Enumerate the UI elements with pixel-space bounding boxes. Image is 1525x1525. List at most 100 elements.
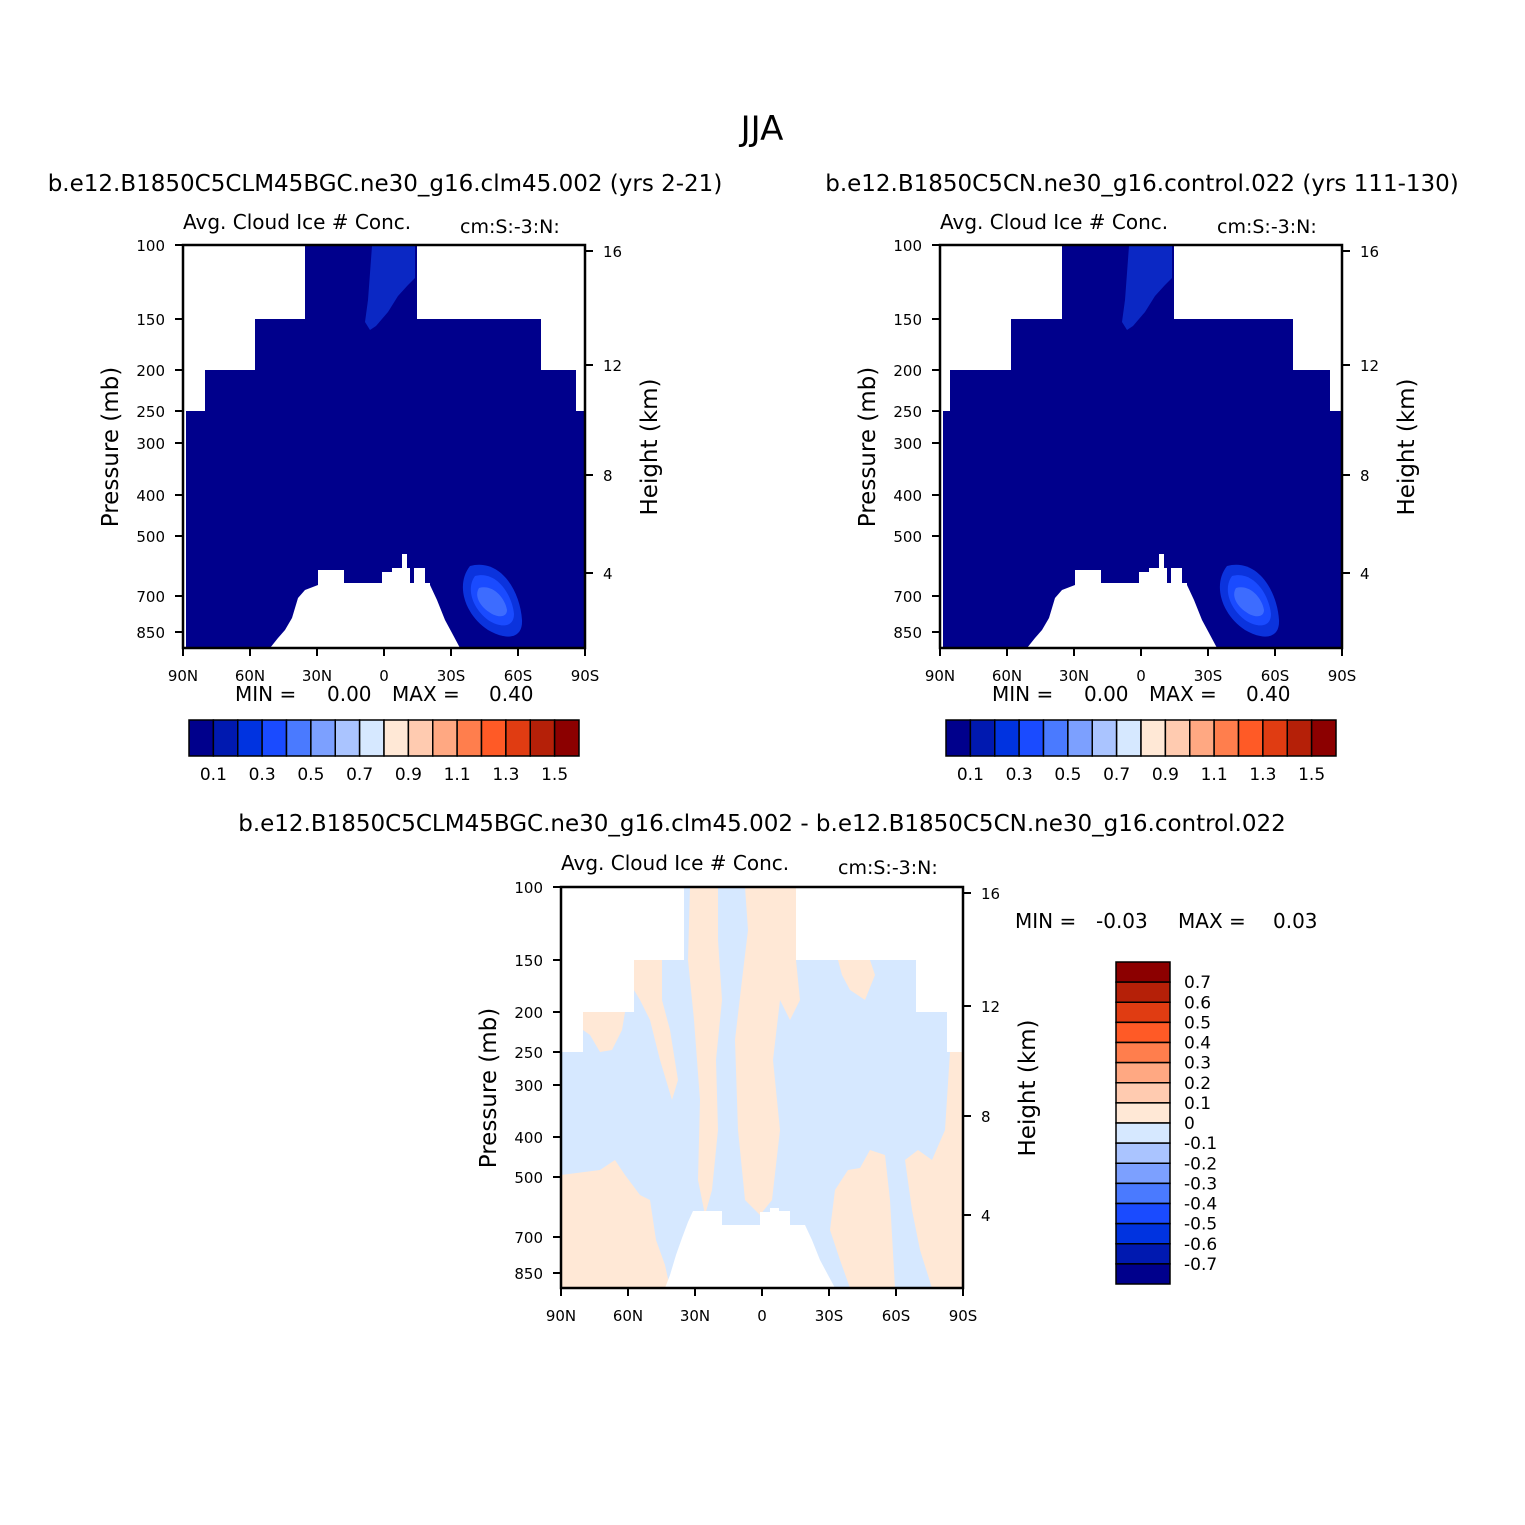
colorbar-label: 0.4 [1184, 1034, 1211, 1054]
plot-units: cm:S:-3:N: [838, 857, 938, 879]
y-tick-label: 150 [136, 311, 165, 329]
y-tick-label: 250 [893, 403, 922, 421]
y-tick-label: 850 [893, 624, 922, 642]
x-tick-label: 30N [680, 1307, 710, 1325]
max-value: 0.03 [1273, 909, 1318, 933]
colorbar-swatch [505, 719, 531, 757]
pos-patch [838, 960, 875, 1000]
y-tick-label: 200 [136, 362, 165, 380]
panel-right: b.e12.B1850C5CN.ne30_g16.control.022 (yr… [825, 171, 1459, 785]
y-tick-label: 300 [514, 1077, 543, 1095]
field-base [186, 245, 585, 648]
colorbar-swatch [1115, 1142, 1171, 1164]
y-tick-label: 250 [136, 403, 165, 421]
y2-tick-label: 16 [603, 243, 622, 261]
colorbar-swatch [1115, 1243, 1171, 1265]
y-tick-label: 100 [136, 237, 165, 255]
y-axis-right: 16 12 8 4 Height (km) [963, 885, 1041, 1225]
colorbar-swatch [1115, 961, 1171, 983]
plot-title: Avg. Cloud Ice # Conc. [183, 210, 411, 234]
colorbar-swatch [969, 719, 996, 757]
x-tick-label: 60S [1261, 667, 1290, 685]
min-value: -0.03 [1096, 909, 1148, 933]
colorbar-label: 1.5 [1298, 765, 1325, 785]
case-label: b.e12.B1850C5CN.ne30_g16.control.022 (yr… [825, 171, 1459, 197]
colorbar-label: -0.6 [1184, 1235, 1217, 1255]
colorbar-swatch [432, 719, 458, 757]
plot-area [559, 885, 965, 1290]
y-axis-label: Pressure (mb) [855, 367, 881, 527]
y2-axis-label: Height (km) [1015, 1019, 1041, 1156]
x-axis: 90N 60N 30N 0 30S 60S 90S [168, 648, 599, 685]
x-tick-label: 0 [757, 1307, 767, 1325]
colorbar-swatch [1115, 719, 1142, 757]
x-tick-label: 30S [437, 667, 466, 685]
colorbar-label: -0.4 [1184, 1195, 1217, 1215]
colorbar-label: 1.1 [444, 765, 471, 785]
x-tick-label: 90N [546, 1307, 576, 1325]
y-tick-label: 150 [893, 311, 922, 329]
plot-title: Avg. Cloud Ice # Conc. [940, 210, 1168, 234]
field-upper-plume [365, 246, 415, 330]
y-tick-label: 700 [893, 588, 922, 606]
colorbar-label: 0.9 [395, 765, 422, 785]
figure-title: JJA [739, 109, 784, 149]
min-label: MIN = [1015, 909, 1076, 933]
colorbar-swatch [480, 719, 507, 757]
colorbar-swatch [1262, 719, 1288, 757]
plot-area [938, 243, 1344, 650]
colorbar-label: 0.3 [249, 765, 276, 785]
x-tick-label: 90N [925, 667, 955, 685]
y2-axis-label: Height (km) [637, 378, 663, 515]
colorbar-label: -0.1 [1184, 1134, 1217, 1154]
y2-tick-label: 8 [981, 1108, 991, 1126]
plot-title: Avg. Cloud Ice # Conc. [561, 851, 789, 875]
colorbar-swatch [1213, 719, 1240, 757]
max-value: 0.40 [489, 682, 534, 706]
colorbar-label: 0.7 [1184, 973, 1211, 993]
colorbar-swatch [456, 719, 483, 757]
x-tick-label: 60N [992, 667, 1022, 685]
y-tick-label: 700 [514, 1229, 543, 1247]
y-axis-left: 100 150 200 250 300 400 500 700 850 Pres… [98, 237, 183, 642]
y-axis-label: Pressure (mb) [98, 367, 124, 527]
max-label: MAX = [1149, 682, 1217, 706]
y-tick-label: 850 [514, 1265, 543, 1283]
x-tick-label: 60S [504, 667, 533, 685]
blob-inner [477, 587, 507, 617]
colorbar-label: 1.1 [1201, 765, 1228, 785]
x-tick-label: 90S [949, 1307, 978, 1325]
colorbar-swatch [1115, 1122, 1171, 1144]
colorbar-swatch [310, 719, 336, 757]
colorbar-label: -0.3 [1184, 1174, 1217, 1194]
y2-tick-label: 4 [981, 1207, 991, 1225]
colorbar-swatch [1189, 719, 1215, 757]
colorbar-label: 0.1 [957, 765, 984, 785]
plot-units: cm:S:-3:N: [460, 216, 560, 238]
x-tick-label: 30N [302, 667, 332, 685]
max-value: 0.40 [1246, 682, 1291, 706]
pos-patch [583, 1012, 625, 1052]
colorbar-swatch [1115, 1102, 1171, 1124]
panel-diff: b.e12.B1850C5CLM45BGC.ne30_g16.clm45.002… [238, 811, 1317, 1325]
pos-patch [561, 1160, 670, 1288]
colorbar-label: 0.3 [1006, 765, 1033, 785]
colorbar-swatch [1115, 1202, 1171, 1225]
y2-tick-label: 4 [1360, 565, 1370, 583]
colorbar-swatch [1286, 719, 1313, 757]
x-tick-label: 0 [379, 667, 389, 685]
colorbar-swatch [1115, 1263, 1171, 1285]
colorbar-swatch [1115, 1061, 1171, 1084]
colorbar-swatch [1115, 1001, 1171, 1024]
min-label: MIN = [992, 682, 1053, 706]
x-axis: 90N 60N 30N 0 30S 60S 90S [925, 648, 1356, 685]
pos-patch [634, 960, 678, 1100]
colorbar-swatch [1018, 719, 1045, 757]
colorbar: 0.70.60.50.40.30.20.10-0.1-0.2-0.3-0.4-0… [1115, 961, 1217, 1285]
colorbar-swatch [1310, 719, 1337, 757]
colorbar-swatch [1115, 981, 1171, 1003]
y2-tick-label: 12 [603, 357, 622, 375]
y-tick-label: 100 [893, 237, 922, 255]
x-tick-label: 90S [571, 667, 600, 685]
